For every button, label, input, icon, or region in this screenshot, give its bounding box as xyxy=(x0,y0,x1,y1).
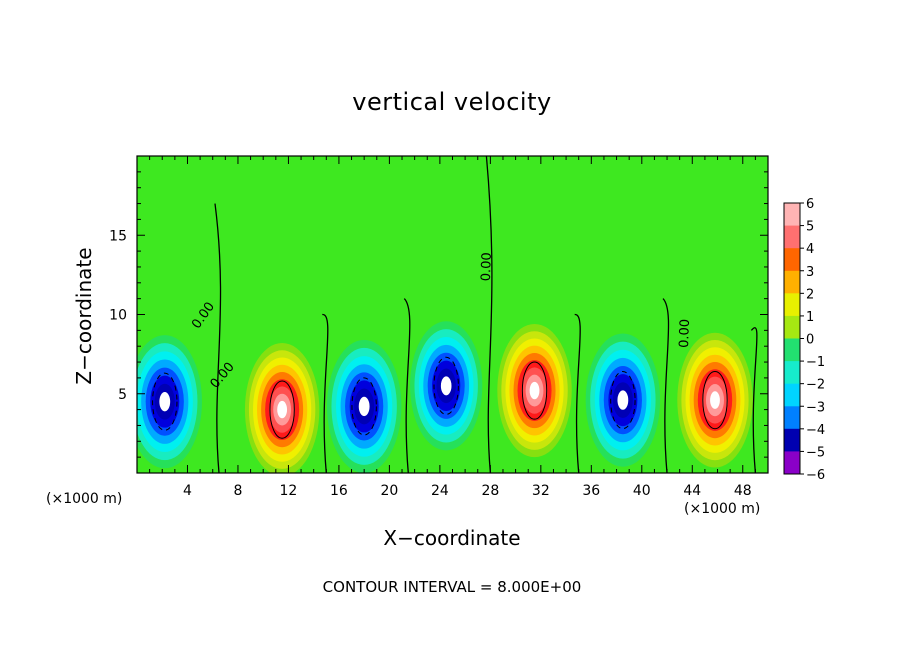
colorbar-tick-label: 1 xyxy=(806,310,814,325)
zero-contour-line xyxy=(322,313,329,473)
inner-contour xyxy=(152,372,178,431)
colorbar-segment xyxy=(784,225,800,249)
zero-contour-line xyxy=(750,327,758,473)
colorbar-tick-label: −3 xyxy=(806,400,825,415)
x-tick-label: 48 xyxy=(734,483,752,499)
velocity-band xyxy=(159,391,171,412)
colorbar-tick-label: −6 xyxy=(806,468,825,483)
velocity-band xyxy=(277,400,288,419)
velocity-band xyxy=(617,390,629,410)
colorbar-tick-label: 0 xyxy=(806,333,814,348)
contour-label: 0.00 xyxy=(677,319,693,348)
colorbar-tick-label: −2 xyxy=(806,378,825,393)
zero-contour-line xyxy=(574,313,581,473)
velocity-cell xyxy=(585,333,661,467)
zero-contour-line xyxy=(403,298,411,473)
x-tick-label: 12 xyxy=(280,483,298,499)
colorbar-segment xyxy=(784,338,800,362)
colorbar-segment xyxy=(784,451,800,475)
x-tick-label: 44 xyxy=(683,483,701,499)
inner-contour xyxy=(433,356,459,415)
colorbar-tick-label: 5 xyxy=(806,220,814,235)
x-tick-label: 32 xyxy=(532,483,550,499)
colorbar-segment xyxy=(784,293,800,317)
colorbar-segment xyxy=(784,361,800,385)
colorbar-tick-label: 2 xyxy=(806,287,814,302)
colorbar-segment xyxy=(784,248,800,272)
x-unit-label-left: (×1000 m) xyxy=(46,491,123,507)
inner-contour xyxy=(521,361,548,420)
colorbar-segment xyxy=(784,203,800,227)
colorbar-tick-label: −5 xyxy=(806,445,825,460)
x-tick-label: 28 xyxy=(481,483,499,499)
zero-contour-line xyxy=(662,298,670,473)
velocity-band xyxy=(440,376,452,396)
x-tick-label: 4 xyxy=(183,483,192,499)
inner-contour xyxy=(702,370,728,430)
velocity-cell xyxy=(410,321,483,451)
x-tick-label: 20 xyxy=(380,483,398,499)
y-tick-label: 10 xyxy=(109,308,127,324)
colorbar-tick-label: 6 xyxy=(806,197,814,212)
colorbar-segment xyxy=(784,315,800,339)
velocity-cell xyxy=(244,343,320,473)
velocity-band xyxy=(710,391,720,409)
colorbar-tick-label: −4 xyxy=(806,423,825,438)
velocity-cell xyxy=(497,323,572,458)
inner-contour xyxy=(610,370,636,430)
y-tick-label: 15 xyxy=(109,228,127,244)
zero-contours xyxy=(214,156,758,473)
colorbar-segment xyxy=(784,428,800,452)
x-axis-label: X−coordinate xyxy=(383,526,521,550)
colorbar-segment xyxy=(784,406,800,430)
x-unit-label-right: (×1000 m) xyxy=(684,501,761,517)
inner-contour xyxy=(351,377,377,436)
colorbar-tick-label: 3 xyxy=(806,265,814,280)
velocity-band xyxy=(358,396,370,417)
x-tick-label: 8 xyxy=(233,483,242,499)
velocity-field xyxy=(137,321,753,473)
x-tick-label: 40 xyxy=(633,483,651,499)
y-tick-label: 5 xyxy=(118,387,127,403)
x-tick-label: 24 xyxy=(431,483,449,499)
zero-contour-line xyxy=(214,203,222,473)
contour-label: 0.00 xyxy=(479,252,495,281)
colorbar-segment xyxy=(784,383,800,407)
velocity-cell xyxy=(137,335,202,469)
velocity-band xyxy=(529,381,540,400)
colorbar: 6 5 4 3 2 1 0 −1 −2 −3 −4 −5 −6 xyxy=(783,197,825,483)
colorbar-segment xyxy=(784,270,800,294)
x-tick-label: 16 xyxy=(330,483,348,499)
zero-contour-line xyxy=(485,156,493,473)
colorbar-tick-label: 4 xyxy=(806,242,814,257)
inner-contour xyxy=(269,380,295,439)
velocity-cell xyxy=(677,332,753,468)
chart-title: vertical velocity xyxy=(352,88,552,116)
contour-interval-note: CONTOUR INTERVAL = 8.000E+00 xyxy=(322,578,582,596)
colorbar-tick-label: −1 xyxy=(806,355,825,370)
x-tick-label: 36 xyxy=(582,483,600,499)
velocity-cell xyxy=(326,339,402,473)
